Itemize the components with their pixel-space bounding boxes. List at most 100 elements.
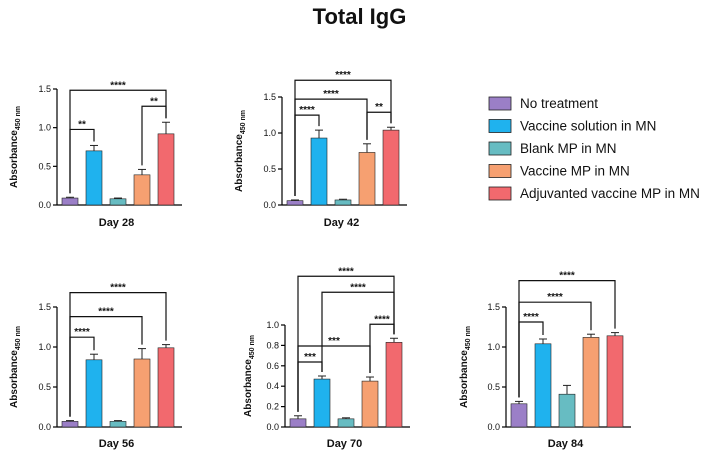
legend-swatch	[488, 119, 512, 133]
figure-title: Total IgG	[312, 4, 407, 29]
significance-bracket	[294, 79, 392, 196]
y-tick-label: 0.5	[263, 164, 276, 174]
y-axis-label-subscript: 450 nm	[249, 335, 256, 359]
x-axis-label: Day 28	[99, 217, 134, 229]
y-tick-label: 1.0	[38, 123, 51, 133]
significance-bracket	[297, 275, 395, 412]
bar-adjuvanted-vaccine-mp-in-mn	[157, 133, 175, 206]
y-axis-label-subscript: 450 nm	[15, 106, 22, 130]
legend-swatch	[488, 96, 512, 111]
x-axis-label: Day 84	[548, 438, 584, 450]
bar-blank-mp-in-mn	[109, 421, 127, 428]
significance-label: ****	[559, 271, 575, 282]
significance-label: ****	[350, 282, 366, 293]
bar-vaccine-mp-in-mn	[133, 174, 151, 206]
y-tick-label: 0.2	[266, 402, 279, 412]
significance-bracket	[518, 280, 616, 398]
y-tick-label: 1.0	[487, 342, 500, 352]
bar-vaccine-mp-in-mn	[358, 152, 376, 206]
bar-vaccine-solution-in-mn	[534, 343, 552, 428]
y-axis-label-main: Absorbance	[9, 130, 20, 188]
y-tick-label: 0.0	[38, 200, 51, 210]
legend-label: No treatment	[520, 96, 598, 111]
bar-vaccine-mp-in-mn	[582, 337, 600, 428]
significance-label: ****	[110, 80, 126, 91]
y-axis-label-main: Absorbance	[9, 350, 20, 408]
significance-bracket	[321, 291, 395, 372]
significance-label: ****	[523, 312, 539, 323]
bar-vaccine-solution-in-mn	[85, 359, 103, 428]
y-tick-label: 0.0	[487, 422, 500, 432]
bar-vaccine-solution-in-mn	[85, 150, 103, 206]
y-tick-label: 1.5	[38, 84, 51, 94]
y-tick-label: 0.4	[266, 381, 279, 391]
significance-label: ****	[74, 327, 90, 338]
y-tick-label: 0.0	[266, 422, 279, 432]
bar-vaccine-solution-in-mn	[310, 137, 328, 206]
significance-label: ****	[98, 307, 114, 318]
y-axis-label-subscript: 450 nm	[465, 326, 472, 350]
panel-day-42: 0.00.51.01.5**** **********Day 42Absorban…	[234, 70, 407, 229]
panel-day-56: 0.0 0.5 1.0 1.5 **** **** **** Day 56 Absorbance…	[9, 283, 182, 450]
bar-vaccine-mp-in-mn	[361, 380, 379, 428]
significance-label: **	[150, 96, 158, 107]
legend-swatch	[488, 186, 512, 201]
bar-adjuvanted-vaccine-mp-in-mn	[157, 347, 175, 428]
y-tick-label: 1.0	[38, 342, 51, 352]
significance-label: ****	[335, 70, 351, 81]
y-axis-label-main: Absorbance	[459, 350, 470, 408]
significance-label: ****	[547, 292, 563, 303]
y-tick-label: 0.0	[38, 422, 51, 432]
y-axis-label: Absorbance450 nm	[9, 106, 22, 188]
bar-blank-mp-in-mn	[109, 198, 127, 206]
bar-no-treatment	[61, 197, 79, 206]
significance-label: ****	[299, 105, 315, 116]
bar-vaccine-mp-in-mn	[133, 358, 151, 428]
y-axis-label-main: Absorbance	[243, 359, 254, 417]
y-tick-label: 1.0	[266, 320, 279, 330]
significance-bracket	[69, 89, 167, 194]
legend-label: Vaccine solution in MN	[520, 119, 656, 134]
bar-no-treatment	[61, 421, 79, 428]
legend: No treatment Vaccine solution in MN Blank …	[488, 96, 700, 201]
significance-label: **	[375, 102, 383, 113]
bar-no-treatment	[510, 403, 528, 428]
x-axis-label: Day 42	[324, 217, 359, 229]
legend-swatch	[488, 164, 512, 178]
y-tick-label: 1.0	[263, 128, 276, 138]
bar-blank-mp-in-mn	[337, 418, 355, 428]
significance-label: ***	[328, 336, 340, 347]
bar-adjuvanted-vaccine-mp-in-mn	[606, 335, 624, 428]
significance-label: **	[78, 119, 86, 130]
x-axis-label: Day 70	[327, 438, 362, 450]
y-axis-label-main: Absorbance	[234, 134, 245, 192]
y-axis-label: Absorbance450 nm	[9, 326, 22, 408]
legend-label: Blank MP in MN	[520, 141, 617, 156]
significance-bracket	[69, 292, 167, 417]
significance-label: ****	[110, 283, 126, 294]
legend-label: Vaccine MP in MN	[520, 164, 630, 179]
panel-day-84: 0.0 0.5 1.0 1.5 **** **** **** Day 84 Absorbance…	[459, 271, 631, 450]
y-tick-label: 0.8	[266, 340, 279, 350]
bar-adjuvanted-vaccine-mp-in-mn	[385, 342, 403, 428]
y-tick-label: 1.5	[263, 92, 276, 102]
bar-no-treatment	[289, 418, 307, 428]
x-axis-label: Day 56	[99, 438, 134, 450]
y-tick-label: 0.6	[266, 361, 279, 371]
bar-adjuvanted-vaccine-mp-in-mn	[382, 129, 400, 206]
y-axis-label-subscript: 450 nm	[240, 110, 247, 134]
y-tick-label: 0.5	[38, 382, 51, 392]
y-axis-label: Absorbance450 nm	[234, 110, 247, 192]
panel-day-28: 0.00.51.01.5********Day 28Absorbance450 …	[9, 80, 182, 229]
bar-blank-mp-in-mn	[334, 199, 352, 206]
significance-label: ****	[374, 314, 390, 325]
y-tick-label: 0.0	[263, 200, 276, 210]
y-axis-label-subscript: 450 nm	[15, 326, 22, 350]
legend-swatch	[488, 141, 512, 156]
significance-label: ****	[338, 266, 354, 277]
significance-label: ****	[323, 89, 339, 100]
significance-label: ***	[304, 352, 316, 363]
bar-vaccine-solution-in-mn	[313, 378, 331, 428]
y-tick-label: 1.5	[487, 302, 500, 312]
